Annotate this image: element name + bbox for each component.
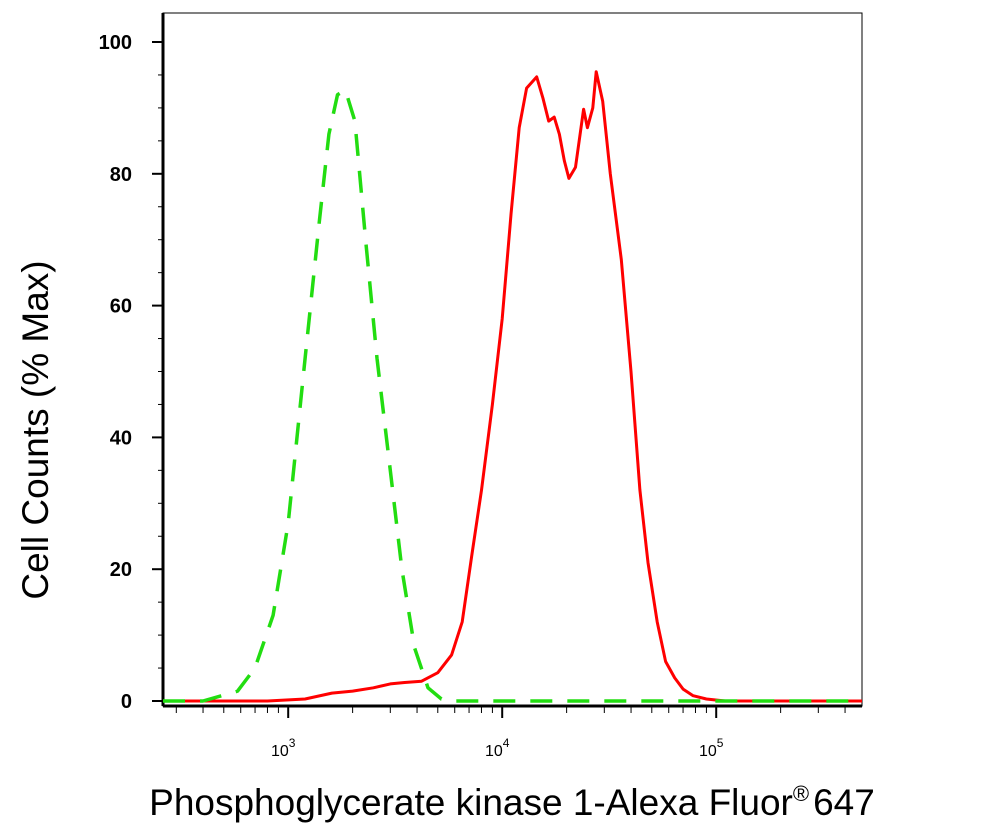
x-tick-base: 10 [485, 743, 503, 760]
series-line-1 [163, 70, 862, 703]
y-tick-label: 20 [110, 559, 132, 581]
x-axis-label: Phosphoglycerate kinase 1-Alexa Fluor® 64… [149, 781, 875, 823]
x-axis: 103 104 105 [175, 706, 846, 760]
y-axis: 0 20 40 60 80 100 [99, 32, 163, 713]
x-tick-label: 103 [271, 736, 296, 760]
plot-border [162, 12, 863, 707]
y-tick-label: 0 [121, 691, 132, 713]
x-tick-label: 104 [485, 736, 510, 760]
x-tick-exponent: 5 [717, 736, 724, 750]
x-tick-base: 10 [699, 743, 717, 760]
x-tick-base: 10 [271, 743, 289, 760]
x-axis-label-main: Phosphoglycerate kinase 1-Alexa Fluor [149, 782, 793, 823]
y-axis-label: Cell Counts (% Max) [15, 260, 56, 599]
x-axis-label-suffix: 647 [813, 782, 875, 823]
x-axis-label-superscript: ® [793, 781, 809, 806]
y-tick-label: 80 [110, 164, 132, 186]
y-tick-label: 100 [99, 32, 132, 54]
y-tick-label: 60 [110, 296, 132, 318]
series-layer [163, 70, 862, 703]
y-axis-label-text: Cell Counts (% Max) [15, 260, 56, 599]
y-tick-label: 40 [110, 427, 132, 449]
x-tick-exponent: 4 [503, 736, 510, 750]
plot-area [161, 12, 863, 708]
x-tick-exponent: 3 [289, 736, 296, 750]
series-line-2 [163, 88, 862, 703]
x-tick-label: 105 [699, 736, 724, 760]
